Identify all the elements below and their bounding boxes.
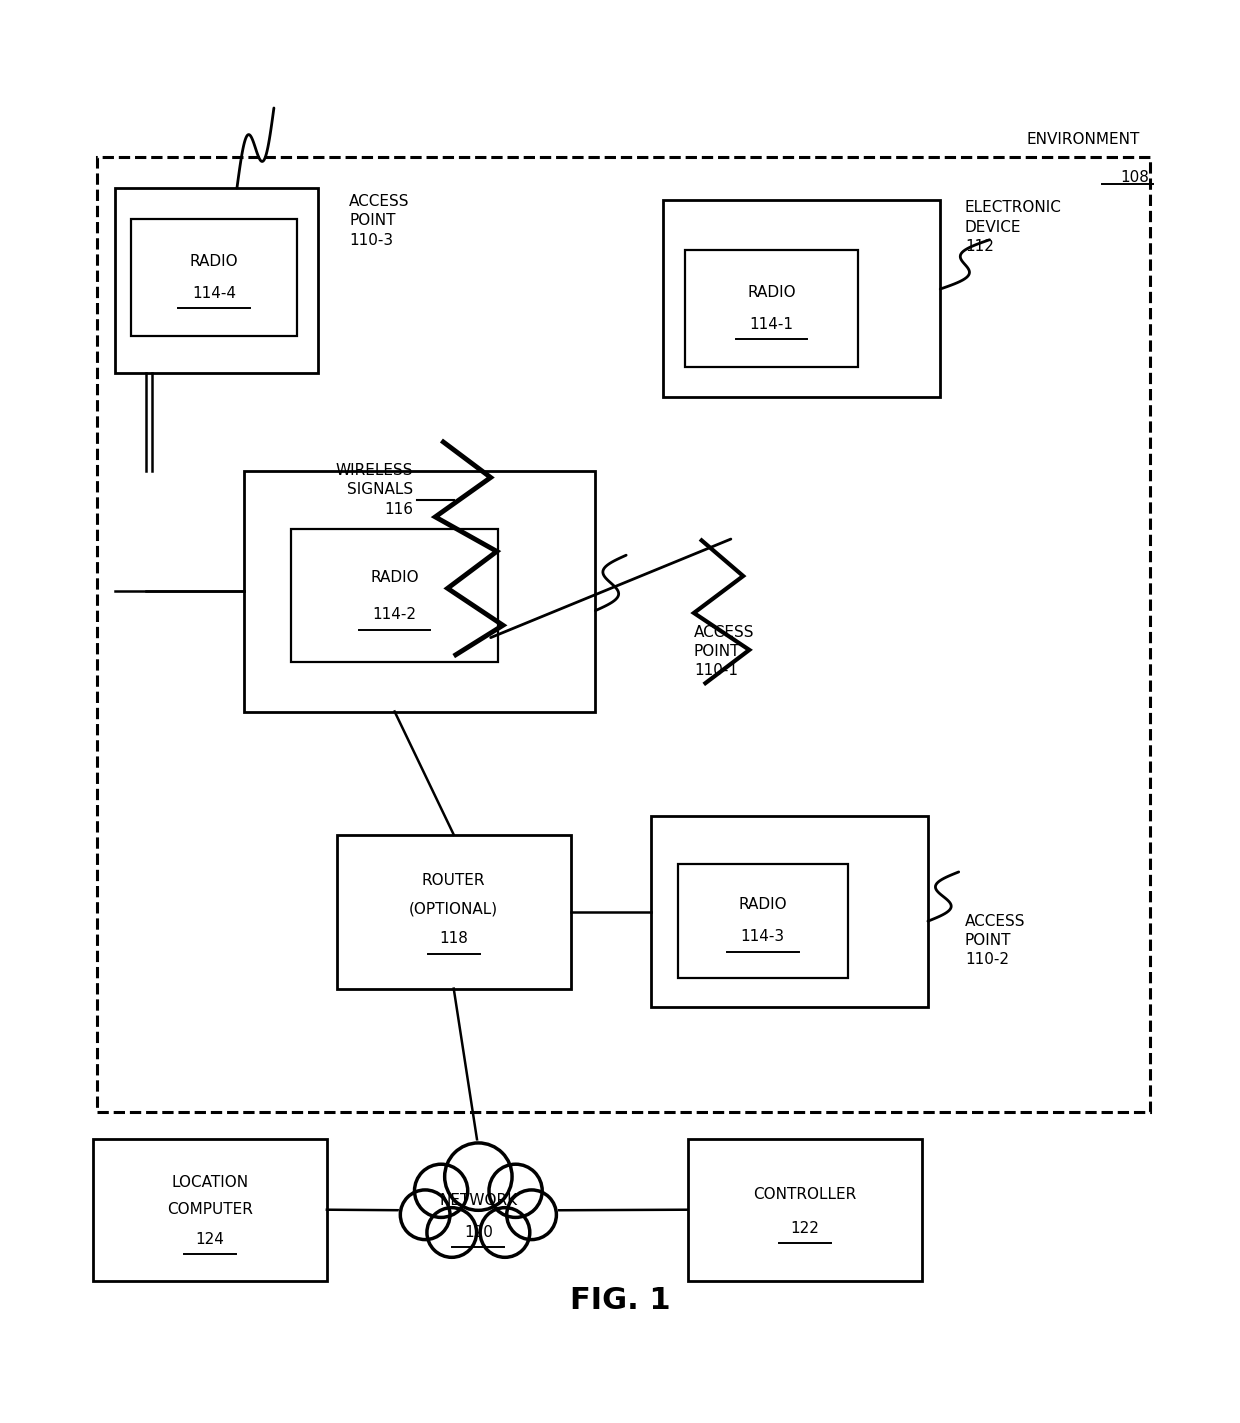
Circle shape xyxy=(479,1207,531,1258)
Bar xyxy=(337,835,570,989)
Text: ROUTER: ROUTER xyxy=(422,874,486,888)
Text: 114-1: 114-1 xyxy=(749,317,794,332)
Text: RADIO: RADIO xyxy=(748,285,796,300)
Circle shape xyxy=(399,1188,451,1241)
Circle shape xyxy=(487,1163,543,1218)
Text: 124: 124 xyxy=(196,1232,224,1247)
Text: RADIO: RADIO xyxy=(190,253,238,269)
Bar xyxy=(131,219,298,336)
Bar xyxy=(663,201,940,397)
Text: ENVIRONMENT: ENVIRONMENT xyxy=(1027,132,1140,148)
Text: NETWORK: NETWORK xyxy=(439,1192,517,1208)
Text: (OPTIONAL): (OPTIONAL) xyxy=(409,902,498,916)
Text: RADIO: RADIO xyxy=(739,898,787,912)
Text: 114-2: 114-2 xyxy=(372,606,417,622)
Bar xyxy=(420,1184,536,1237)
Text: ACCESS
POINT
110-2: ACCESS POINT 110-2 xyxy=(965,914,1025,968)
Text: COMPUTER: COMPUTER xyxy=(167,1202,253,1217)
Text: ACCESS
POINT
110-3: ACCESS POINT 110-3 xyxy=(348,194,409,248)
Text: RADIO: RADIO xyxy=(371,569,419,585)
Bar xyxy=(115,188,319,373)
Text: ACCESS
POINT
110-1: ACCESS POINT 110-1 xyxy=(694,625,754,679)
Text: 120: 120 xyxy=(464,1225,492,1239)
Text: 118: 118 xyxy=(439,931,469,946)
Text: 114-3: 114-3 xyxy=(740,929,785,945)
Circle shape xyxy=(425,1207,477,1258)
Text: CONTROLLER: CONTROLLER xyxy=(753,1187,857,1202)
Text: 114-4: 114-4 xyxy=(192,286,236,300)
Bar xyxy=(97,158,1149,1111)
Text: WIRELESS
SIGNALS
116: WIRELESS SIGNALS 116 xyxy=(336,462,413,517)
Bar xyxy=(93,1138,327,1281)
Bar xyxy=(688,1138,921,1281)
Circle shape xyxy=(506,1188,558,1241)
Bar xyxy=(686,249,858,367)
Bar xyxy=(244,471,595,712)
Circle shape xyxy=(443,1141,513,1212)
Text: 108: 108 xyxy=(1121,169,1149,185)
Text: LOCATION: LOCATION xyxy=(171,1175,248,1190)
Bar xyxy=(291,529,498,662)
Text: FIG. 1: FIG. 1 xyxy=(569,1286,671,1315)
Text: ELECTRONIC
DEVICE
112: ELECTRONIC DEVICE 112 xyxy=(965,201,1061,253)
Bar xyxy=(678,864,848,978)
Circle shape xyxy=(413,1163,469,1218)
Text: 122: 122 xyxy=(790,1221,820,1235)
Bar xyxy=(651,817,928,1007)
